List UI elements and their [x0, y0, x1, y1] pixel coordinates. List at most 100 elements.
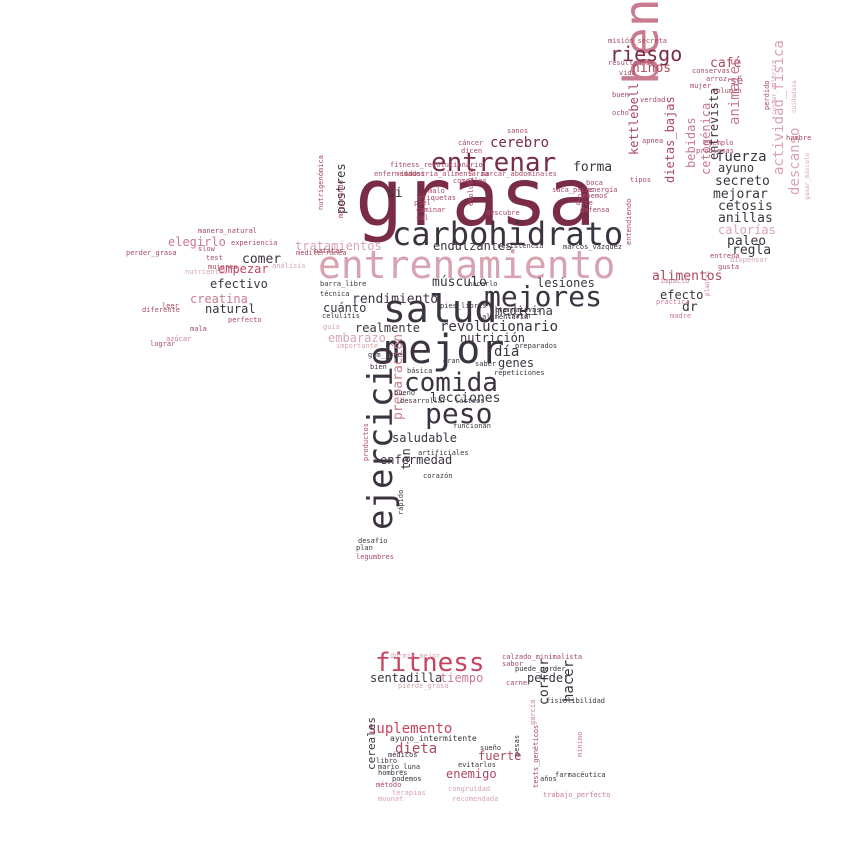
word-99: entrena	[710, 252, 740, 260]
word-123: barra_libre	[320, 280, 367, 288]
word-5: mejor	[384, 327, 505, 373]
word-128: importante	[336, 342, 379, 350]
word-108: saca_pecho	[552, 186, 595, 194]
word-187: mounat	[378, 795, 404, 803]
word-92: ganar_músculo	[804, 153, 811, 200]
word-9: comida	[404, 368, 498, 398]
word-178: médicos	[388, 751, 418, 759]
word-94: dispensar	[730, 256, 768, 264]
word-60: lecciones	[430, 391, 501, 406]
word-62: enfermedad	[380, 453, 453, 467]
word-137: lácteos	[455, 397, 485, 405]
word-54: comer	[242, 252, 282, 267]
word-57: creatina	[190, 292, 248, 306]
word-10: peso	[425, 397, 493, 430]
word-67: tiempo	[440, 671, 484, 685]
word-37: forma	[573, 160, 613, 175]
word-27: mejorar	[713, 187, 768, 202]
word-1: entrenamiento	[318, 243, 616, 287]
word-77: misión_secreta	[608, 37, 668, 45]
word-91: contar_calorías	[771, 60, 778, 115]
word-93: cuidadosa	[791, 80, 798, 113]
word-28: cetosis	[718, 199, 773, 214]
word-85: arroz	[706, 75, 728, 83]
word-103: boca	[586, 179, 603, 187]
word-88: ejemplo	[704, 139, 734, 147]
word-148: alternativas	[490, 306, 541, 314]
word-31: paleo	[727, 234, 767, 249]
word-145: productos	[362, 423, 370, 461]
word-12: riesgo	[610, 42, 683, 66]
word-153: manera_natural	[198, 227, 258, 235]
word-180: evitarlos	[458, 761, 496, 769]
word-97: plantas	[704, 270, 711, 296]
word-0: grasa	[355, 151, 596, 244]
word-135: repeticiones	[494, 369, 545, 377]
word-29: anillas	[718, 211, 773, 226]
word-79: vida	[619, 69, 636, 77]
word-112: fitness_revolucionario	[390, 161, 483, 169]
word-181: libro	[376, 757, 398, 765]
word-51: embarazo	[328, 331, 386, 345]
word-55: empezar	[218, 262, 269, 276]
word-121: marcos_vázquez	[563, 243, 623, 251]
word-175: carne	[506, 679, 528, 687]
word-75: sanos	[507, 127, 529, 135]
word-122: hacerlo	[468, 280, 498, 288]
word-120: resistencia	[497, 242, 544, 250]
word-188: congruidad	[448, 785, 491, 793]
word-95: práctica	[656, 298, 690, 306]
word-168: azúcar	[166, 335, 192, 343]
word-152: dicen	[461, 147, 483, 155]
word-18: bebidas	[684, 117, 698, 168]
word-13: niños	[632, 61, 672, 76]
word-43: músculo	[432, 275, 487, 290]
word-52: cuánto	[323, 301, 367, 315]
word-129: preparados	[515, 342, 558, 350]
word-110: marcar_abdominales	[481, 170, 557, 178]
word-40: tratamientos	[295, 239, 382, 253]
word-124: técnica	[320, 290, 350, 298]
word-141: desafío	[358, 537, 388, 545]
word-65: dieta	[395, 741, 438, 757]
word-73: enemigo	[446, 767, 497, 781]
word-157: test	[206, 254, 223, 262]
word-138: funcionan	[453, 422, 491, 430]
word-48: genes	[498, 356, 535, 370]
word-72: fuerte	[478, 749, 522, 763]
word-190: farmacéutica	[555, 771, 606, 779]
word-171: dormir_mejor	[390, 652, 441, 660]
word-33: alimentos	[652, 269, 723, 284]
word-136: desarrollar	[400, 397, 447, 405]
word-162: análisis	[272, 262, 306, 270]
word-106: dice	[576, 199, 593, 207]
word-61: saludable	[392, 431, 458, 445]
word-130: gym_jones	[368, 351, 406, 359]
word-143: legumbres	[356, 553, 394, 561]
word-161: nutrientes	[185, 268, 228, 276]
word-3: carbohidrato	[392, 215, 624, 253]
word-26: secreto	[715, 174, 770, 189]
word-49: día	[494, 344, 520, 360]
word-46: revolucionario	[440, 319, 559, 335]
word-59: preparación	[391, 333, 406, 420]
word-45: medicina	[495, 304, 553, 318]
word-134: básica	[407, 367, 433, 375]
word-144: rápido	[397, 489, 405, 515]
word-98: madre	[670, 312, 692, 320]
word-101: apnea	[642, 137, 664, 145]
word-107: defensa	[580, 206, 610, 214]
word-164: leer	[162, 302, 179, 310]
word-151: comerlos	[453, 177, 487, 185]
word-185: método	[376, 781, 402, 789]
word-191: años	[540, 775, 557, 783]
word-118: sal	[416, 214, 429, 222]
word-177: fisiolibilidad	[546, 697, 606, 705]
word-64: suplemento	[368, 721, 453, 737]
word-176: pierde_grasa	[398, 682, 449, 690]
word-173: sabor	[502, 660, 524, 668]
word-147: pies_libres	[440, 302, 487, 310]
word-170: nutrigenómica	[317, 155, 325, 210]
word-156: perder_grasa	[126, 249, 177, 257]
word-34: efecto	[660, 288, 704, 302]
